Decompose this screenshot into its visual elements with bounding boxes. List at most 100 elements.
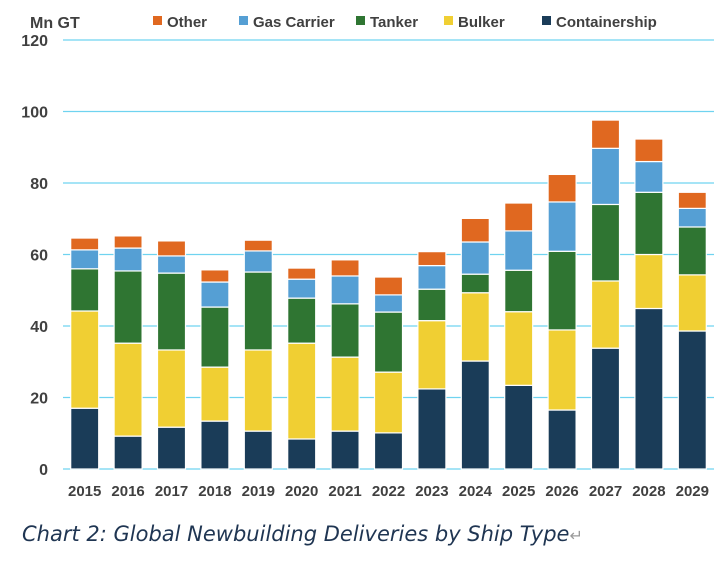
bar-segment-gas-carrier [243, 250, 273, 273]
bar-segment-tanker [243, 271, 273, 351]
bar-segment-containership [677, 330, 707, 470]
bar-segment-other [287, 267, 317, 280]
y-tick-label: 100 [21, 105, 48, 122]
bar-segment-other [547, 173, 577, 203]
bar-segment-tanker [330, 303, 360, 358]
bar-segment-bulker [590, 280, 621, 349]
x-tick-label: 2015 [68, 483, 101, 500]
bar-segment-gas-carrier [373, 294, 404, 313]
return-mark: ↵ [569, 526, 583, 545]
chart-caption: Chart 2: Global Newbuilding Deliveries b… [22, 522, 583, 546]
legend-swatch [444, 16, 453, 25]
x-tick-label: 2018 [198, 483, 231, 500]
y-tick-label: 20 [30, 391, 48, 408]
bar-segment-gas-carrier [113, 247, 143, 272]
bar-segment-gas-carrier [590, 147, 621, 206]
bar-segment-other [417, 251, 447, 267]
bar-segment-bulker [677, 274, 707, 332]
bar-segment-other [373, 276, 404, 296]
bar-segment-gas-carrier [287, 278, 317, 299]
y-axis-label: Mn GT [30, 15, 80, 32]
bar-segment-bulker [113, 342, 143, 437]
bar-segment-containership [287, 438, 317, 470]
bar-segment-other [590, 119, 621, 149]
bar-segment-gas-carrier [634, 160, 664, 193]
bar-segment-containership [156, 426, 187, 470]
legend-label: Other [167, 14, 207, 31]
legend-label: Containership [556, 14, 657, 31]
bar-segment-tanker [113, 270, 143, 344]
bar-segment-other [634, 138, 664, 163]
bar-segment-gas-carrier [677, 207, 707, 228]
bar-segment-containership [330, 430, 360, 470]
bar-segment-tanker [677, 226, 707, 276]
bar-segment-bulker [330, 356, 360, 432]
bar-segment-other [200, 269, 230, 283]
legend-swatch [356, 16, 365, 25]
bar-segment-bulker [287, 342, 317, 440]
bar-segment-tanker [590, 203, 621, 282]
bar-segment-containership [590, 347, 621, 470]
bar-segment-containership [504, 384, 534, 470]
bar-segment-tanker [287, 297, 317, 344]
x-tick-label: 2024 [459, 483, 493, 500]
bar-segment-gas-carrier [70, 249, 100, 270]
y-tick-label: 0 [39, 462, 48, 479]
bar-segment-containership [200, 420, 230, 470]
bar-segment-containership [547, 409, 577, 470]
x-tick-label: 2023 [415, 483, 448, 500]
bar-segment-tanker [373, 311, 404, 373]
bar-segment-containership [70, 407, 100, 470]
y-tick-label: 60 [30, 248, 48, 265]
legend-label: Tanker [370, 14, 418, 31]
bar-segment-bulker [156, 349, 187, 428]
bar-segment-containership [460, 360, 490, 470]
x-tick-label: 2022 [372, 483, 405, 500]
legend-label: Bulker [458, 14, 505, 31]
bar-segment-bulker [417, 320, 447, 390]
bar-segment-tanker [200, 306, 230, 368]
x-tick-label: 2025 [502, 483, 535, 500]
x-tick-label: 2026 [545, 483, 578, 500]
bar-segment-tanker [547, 250, 577, 331]
legend-swatch [542, 16, 551, 25]
bar-segment-tanker [634, 191, 664, 256]
x-tick-label: 2019 [242, 483, 275, 500]
legend-swatch [153, 16, 162, 25]
bar-segment-other [70, 237, 100, 251]
bar-segment-containership [417, 388, 447, 470]
bar-segment-gas-carrier [156, 255, 187, 274]
bar-segment-tanker [417, 288, 447, 322]
x-tick-label: 2029 [676, 483, 709, 500]
bar-segment-containership [373, 432, 404, 470]
legend-swatch [239, 16, 248, 25]
bar-segment-containership [634, 307, 664, 470]
bar-segment-other [330, 259, 360, 277]
bar-segment-containership [243, 430, 273, 470]
bar-segment-other [156, 240, 187, 257]
y-tick-label: 120 [21, 33, 48, 50]
bar-segment-bulker [460, 292, 490, 362]
bar-segment-tanker [460, 273, 490, 294]
y-tick-label: 40 [30, 319, 48, 336]
bar-segment-bulker [634, 253, 664, 310]
bar-segment-bulker [547, 329, 577, 411]
bar-segment-gas-carrier [417, 264, 447, 290]
x-tick-label: 2016 [111, 483, 144, 500]
bar-segment-gas-carrier [330, 275, 360, 305]
bar-segment-other [243, 239, 273, 252]
bar-segment-other [677, 191, 707, 209]
bar-segment-tanker [156, 272, 187, 351]
legend-label: Gas Carrier [253, 14, 335, 31]
bar-segment-bulker [200, 366, 230, 422]
bar-segment-other [460, 217, 490, 243]
bar-segment-gas-carrier [504, 230, 534, 271]
x-tick-label: 2021 [328, 483, 361, 500]
bar-segment-containership [113, 435, 143, 470]
x-tick-label: 2027 [589, 483, 622, 500]
bar-segment-tanker [70, 268, 100, 312]
caption-text: Chart 2: Global Newbuilding Deliveries b… [22, 522, 570, 546]
x-tick-label: 2028 [632, 483, 665, 500]
bar-segment-gas-carrier [547, 201, 577, 252]
